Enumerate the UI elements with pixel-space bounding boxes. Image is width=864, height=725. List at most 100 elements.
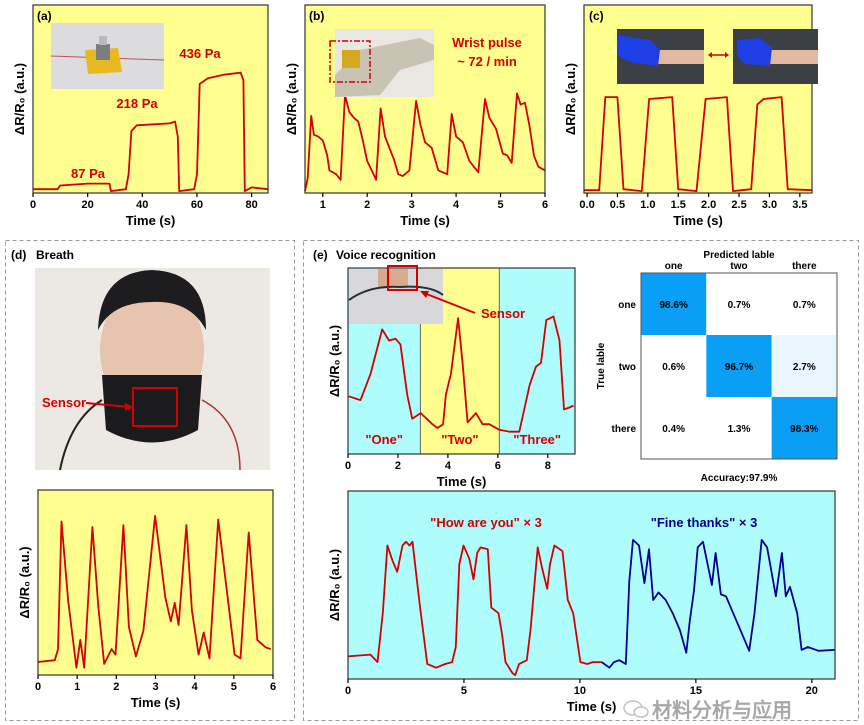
x-tick-label: 6 [270, 681, 276, 693]
photo-face-mask [35, 268, 270, 471]
panel-e-title: Voice recognition [336, 248, 436, 262]
photo-weight-on-sensor [50, 23, 165, 89]
matrix-cell [641, 273, 707, 335]
x-tick-label: 2.0 [701, 199, 716, 211]
plot-frame [32, 4, 269, 194]
x-tick-label: 3 [409, 199, 415, 211]
segment-label: "Three" [513, 432, 561, 447]
series-line [37, 515, 271, 669]
panel-a-label: (a) [37, 9, 52, 23]
chart-annotation: 87 Pa [71, 166, 106, 181]
x-tick-label: 2 [113, 681, 119, 693]
chart-annotation: Wrist pulse [452, 35, 522, 50]
matrix-cell [771, 273, 837, 335]
chart-annotation: "Fine thanks" × 3 [651, 515, 758, 530]
chart-breath: 0 1 2 3 4 5 6 Time (s) ΔR/R₀ (a.u.) [17, 489, 276, 710]
x-tick-label: 0 [345, 460, 351, 472]
x-tick-label: 2 [364, 199, 370, 211]
x-axis-label: Time (s) [437, 474, 487, 489]
panel-b-label: (b) [309, 9, 324, 23]
segment-label: "Two" [441, 432, 478, 447]
photo-hand-fist [733, 29, 818, 84]
x-tick-label: 80 [245, 199, 257, 211]
x-tick-label: 4 [453, 199, 460, 211]
chart-annotation: "How are you" × 3 [430, 515, 542, 530]
matrix-col-label: two [730, 261, 747, 272]
chart-confusion-matrix: 98.6% 0.7% 0.7% 0.6% 96.7% 2.7% 0.4% 1.3% 98.3% o… [596, 250, 838, 484]
sensor-label-voice: Sensor [481, 306, 525, 321]
matrix-footer: Accuracy:97.9% [701, 473, 778, 484]
matrix-cell-value: 0.7% [793, 300, 816, 311]
chart-voice-sentences: 0 5 10 15 20 Time (s) ΔR/R₀ (a.u.) "How are you… [327, 490, 836, 714]
x-tick-label: 15 [690, 685, 702, 697]
x-tick-label: 60 [191, 199, 203, 211]
x-tick-label: 0 [35, 681, 41, 693]
matrix-cell-value: 96.7% [725, 362, 753, 373]
x-tick-label: 20 [806, 685, 818, 697]
plot-background [348, 491, 835, 679]
matrix-cell-value: 98.6% [659, 300, 687, 311]
x-tick-label: 4 [192, 681, 199, 693]
matrix-col-label: there [792, 261, 817, 272]
matrix-col-label: one [665, 261, 683, 272]
panel-e-label: (e) [313, 248, 328, 262]
matrix-cell [641, 335, 707, 397]
plot-frame [304, 4, 546, 194]
x-tick-label: 2 [395, 460, 401, 472]
matrix-cell [706, 335, 772, 397]
wechat-icon [623, 700, 649, 718]
series-line [601, 539, 835, 669]
matrix-cell-value: 2.7% [793, 362, 816, 373]
x-tick-label: 5 [231, 681, 237, 693]
matrix-cell [706, 397, 772, 459]
panel-d-title: Breath [36, 248, 74, 262]
x-tick-label: 1 [74, 681, 80, 693]
double-arrow-icon [708, 52, 729, 58]
x-tick-label: 0.0 [579, 199, 594, 211]
x-tick-label: 2.5 [731, 199, 746, 211]
panel-d-frame [5, 240, 295, 721]
matrix-border [640, 272, 838, 460]
y-axis-label: ΔR/R₀ (a.u.) [284, 63, 299, 135]
matrix-cell [641, 397, 707, 459]
x-tick-label: 5 [497, 199, 503, 211]
segment-label: "One" [365, 432, 403, 447]
x-tick-label: 3.0 [762, 199, 777, 211]
x-tick-label: 0 [345, 685, 351, 697]
series-line [584, 96, 813, 193]
panel-e-frame [303, 240, 859, 721]
x-tick-label: 4 [445, 460, 452, 472]
chart-annotation: 436 Pa [179, 46, 221, 61]
x-tick-label: 1.5 [671, 199, 686, 211]
photo-hand-open [617, 29, 704, 84]
matrix-cell-value: 0.6% [662, 362, 685, 373]
plot-frame [583, 4, 813, 194]
watermark: 材料分析与应用 [652, 698, 792, 722]
x-tick-label: 6 [495, 460, 501, 472]
y-axis-label: ΔR/R₀ (a.u.) [327, 325, 342, 397]
x-tick-label: 20 [82, 199, 94, 211]
x-tick-label: 10 [574, 685, 586, 697]
x-axis-label: Time (s) [400, 213, 450, 228]
x-tick-label: 3 [152, 681, 158, 693]
panel-d-label: (d) [11, 248, 26, 262]
matrix-row-label: two [619, 362, 636, 373]
sensor-label-breath: Sensor [42, 395, 86, 410]
x-tick-label: 3.5 [792, 199, 807, 211]
matrix-cell-value: 1.3% [728, 424, 751, 435]
x-tick-label: 1.0 [640, 199, 655, 211]
x-tick-label: 5 [461, 685, 467, 697]
y-axis-label: ΔR/R₀ (a.u.) [17, 546, 32, 618]
series-line [304, 92, 546, 192]
x-tick-label: 40 [136, 199, 148, 211]
series-line [348, 315, 574, 433]
matrix-ylabel: True lable [596, 342, 607, 389]
photo-wrist-sensor [329, 29, 434, 97]
plot-frame [347, 490, 836, 680]
y-axis-label: ΔR/R₀ (a.u.) [563, 63, 578, 135]
x-tick-label: 8 [545, 460, 551, 472]
matrix-row-label: there [612, 424, 637, 435]
matrix-cell [771, 397, 837, 459]
chart-annotation: ~ 72 / min [457, 54, 517, 69]
